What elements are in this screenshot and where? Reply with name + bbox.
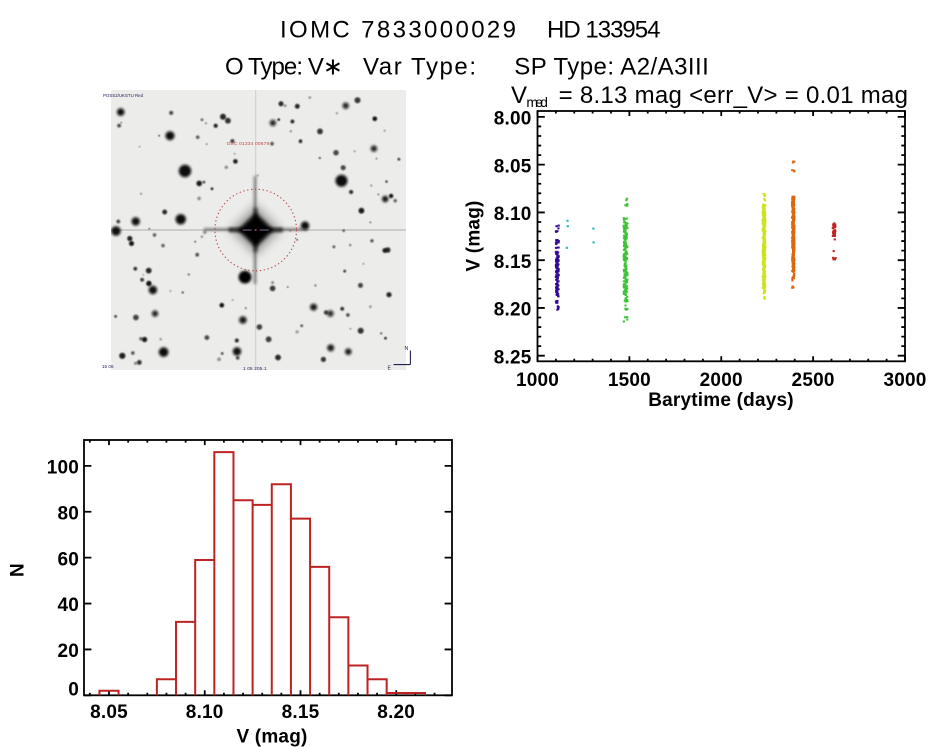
svg-text:O Type: V∗: O Type: V∗	[225, 54, 343, 81]
svg-text:60: 60	[57, 549, 79, 570]
svg-text:N: N	[8, 563, 29, 577]
svg-text:8.00: 8.00	[494, 109, 532, 130]
svg-text:0: 0	[68, 680, 79, 701]
svg-text:8.15: 8.15	[282, 702, 320, 723]
svg-text:1 05 205.1: 1 05 205.1	[243, 366, 267, 371]
svg-text:3000: 3000	[883, 370, 926, 391]
svg-text:8.10: 8.10	[494, 204, 532, 225]
svg-text:1000: 1000	[516, 370, 559, 391]
svg-text:8.05: 8.05	[494, 156, 532, 177]
svg-text:E: E	[388, 366, 392, 372]
svg-text:2000: 2000	[700, 370, 743, 391]
svg-text:V (mag): V (mag)	[464, 200, 485, 271]
svg-text:HD 133954: HD 133954	[547, 16, 661, 43]
svg-text:Var Type:: Var Type:	[363, 54, 476, 81]
svg-text:8.25: 8.25	[494, 347, 532, 368]
svg-text:8.15: 8.15	[494, 252, 532, 273]
svg-text:8.20: 8.20	[377, 702, 415, 723]
svg-text:8.10: 8.10	[186, 702, 224, 723]
svg-text:2500: 2500	[792, 370, 835, 391]
svg-text:100: 100	[47, 458, 79, 479]
svg-text:15 06: 15 06	[102, 364, 114, 369]
svg-text:SP Type: A2/A3III: SP Type: A2/A3III	[514, 54, 709, 81]
svg-text:med: med	[526, 94, 548, 110]
svg-text:8.20: 8.20	[494, 300, 532, 321]
svg-text:1500: 1500	[608, 370, 651, 391]
svg-text:POSS2/UKSTU Red: POSS2/UKSTU Red	[103, 93, 144, 98]
svg-text:= 8.13 mag <err_V> = 0.01 mag: = 8.13 mag <err_V> = 0.01 mag	[559, 82, 908, 109]
svg-text:Barytime (days): Barytime (days)	[648, 390, 794, 411]
svg-text:40: 40	[57, 595, 79, 616]
svg-text:N: N	[405, 346, 409, 352]
svg-text:20: 20	[57, 641, 79, 662]
svg-text:V (mag): V (mag)	[236, 727, 307, 747]
svg-text:8.05: 8.05	[90, 702, 128, 723]
svg-text:V: V	[511, 82, 527, 109]
svg-text:IOMC 7833000029: IOMC 7833000029	[280, 16, 516, 43]
svg-text:GSC 01334 00679: GSC 01334 00679	[227, 141, 270, 147]
svg-text:80: 80	[57, 503, 79, 524]
